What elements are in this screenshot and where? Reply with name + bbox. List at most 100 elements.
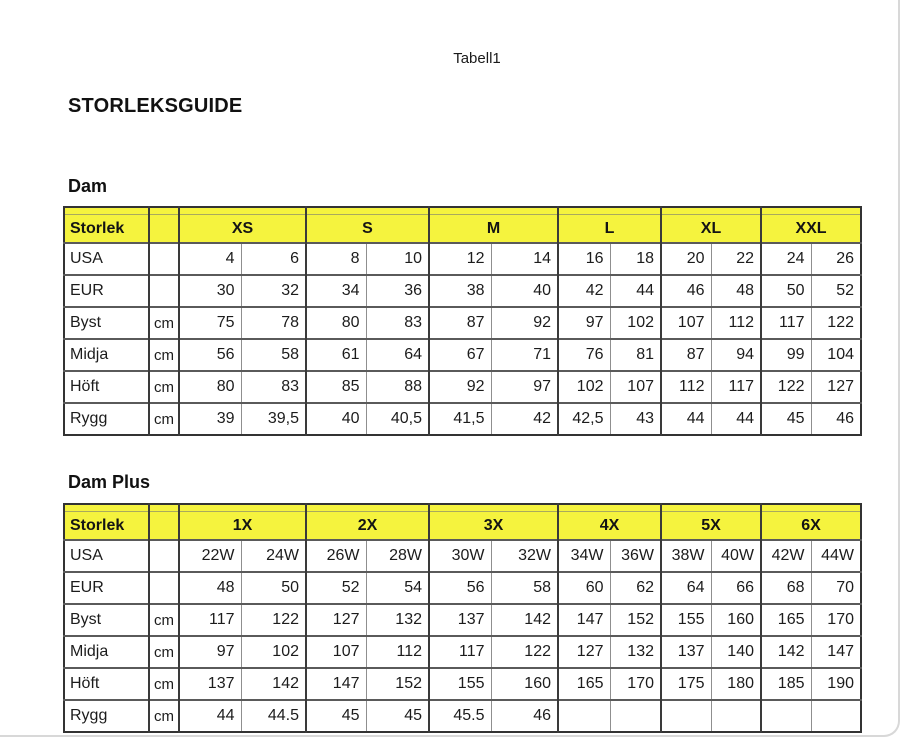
value-cell: 87 [660,338,711,371]
corner-label-cell: Storlek [64,511,149,540]
value-cell: 45 [305,699,366,732]
value-cell: 102 [609,306,661,339]
size-table-dam-plus: Storlek 1X 2X 3X 4X 5X 6X USA 22W 24W 26W 28W 30W 32W… [63,503,862,733]
value-cell: 44 [660,402,711,435]
value-cell: 140 [710,635,761,668]
value-cell: 38W [660,539,711,572]
row-label-cell: Höft [64,667,149,700]
value-cell: 147 [305,667,366,700]
value-cell: 12 [428,242,491,275]
value-cell: 165 [557,667,610,700]
value-cell: 92 [490,306,558,339]
value-cell: 54 [365,571,429,604]
value-cell: 99 [760,338,811,371]
measure-row: EUR 30 32 34 36 38 40 42 44 46 48 50 52 [64,274,861,307]
value-cell [760,699,811,732]
value-cell: 147 [810,635,861,668]
size-group-cell: L [557,214,661,243]
value-cell: 45 [365,699,429,732]
row-label-cell: Rygg [64,699,149,732]
value-cell: 26W [305,539,366,572]
value-cell: 104 [810,338,861,371]
header-strip-cell [660,504,761,512]
measure-row: USA 4 6 8 10 12 14 16 18 20 22 24 26 [64,242,861,275]
value-cell: 24W [240,539,306,572]
value-cell: 24 [760,242,811,275]
unit-cell: cm [148,635,179,668]
value-cell: 160 [490,667,558,700]
header-strip-cell [148,207,179,215]
header-strip-cell [148,504,179,512]
unit-cell: cm [148,667,179,700]
value-cell: 46 [810,402,861,435]
value-cell: 81 [609,338,661,371]
row-label-cell: USA [64,539,149,572]
value-cell: 122 [240,603,306,636]
header-strip-cell [178,207,306,215]
size-table-dam-wrap: Storlek XS S M L XL XXL USA 4 6 8 10 12 14 16 18 20 22 24 2… [63,206,862,436]
value-cell: 67 [428,338,491,371]
value-cell: 42,5 [557,402,610,435]
size-group-cell: XXL [760,214,861,243]
value-cell: 97 [490,370,558,403]
value-cell: 58 [240,338,306,371]
value-cell: 117 [760,306,811,339]
header-strip-cell [557,504,661,512]
value-cell: 34W [557,539,610,572]
value-cell: 112 [710,306,761,339]
value-cell: 44W [810,539,861,572]
header-strip-cell [305,504,429,512]
value-cell: 117 [710,370,761,403]
size-header-row: Storlek XS S M L XL XXL [64,214,861,243]
value-cell: 62 [609,571,661,604]
value-cell: 46 [490,699,558,732]
unit-cell [148,274,179,307]
header-strip-cell [760,207,861,215]
value-cell: 32 [240,274,306,307]
value-cell: 165 [760,603,811,636]
value-cell: 122 [490,635,558,668]
value-cell: 70 [810,571,861,604]
value-cell: 20 [660,242,711,275]
value-cell: 48 [710,274,761,307]
value-cell: 64 [660,571,711,604]
sheet-name-label: Tabell1 [453,50,501,67]
value-cell: 71 [490,338,558,371]
size-group-cell: 3X [428,511,558,540]
value-cell: 40 [490,274,558,307]
value-cell: 8 [305,242,366,275]
value-cell [609,699,661,732]
value-cell: 10 [365,242,429,275]
value-cell: 64 [365,338,429,371]
row-label-cell: Höft [64,370,149,403]
value-cell: 160 [710,603,761,636]
value-cell: 152 [365,667,429,700]
value-cell: 132 [365,603,429,636]
value-cell [660,699,711,732]
value-cell: 42 [490,402,558,435]
header-strip-cell [64,504,149,512]
value-cell: 28W [365,539,429,572]
value-cell: 40,5 [365,402,429,435]
value-cell: 22W [178,539,241,572]
value-cell: 34 [305,274,366,307]
size-group-cell: 2X [305,511,429,540]
measure-row: Rygg cm 39 39,5 40 40,5 41,5 42 42,5 43 44 44 45 46 [64,402,861,435]
value-cell [810,699,861,732]
value-cell: 137 [660,635,711,668]
value-cell: 45 [760,402,811,435]
value-cell: 107 [660,306,711,339]
value-cell: 50 [760,274,811,307]
value-cell: 14 [490,242,558,275]
page-title: STORLEKSGUIDE [68,95,243,117]
value-cell: 117 [178,603,241,636]
value-cell: 107 [305,635,366,668]
header-strip-cell [557,207,661,215]
value-cell: 127 [810,370,861,403]
row-label-cell: Rygg [64,402,149,435]
value-cell: 30W [428,539,491,572]
value-cell: 76 [557,338,610,371]
value-cell: 97 [557,306,610,339]
value-cell: 39,5 [240,402,306,435]
unit-header-cell [148,214,179,243]
